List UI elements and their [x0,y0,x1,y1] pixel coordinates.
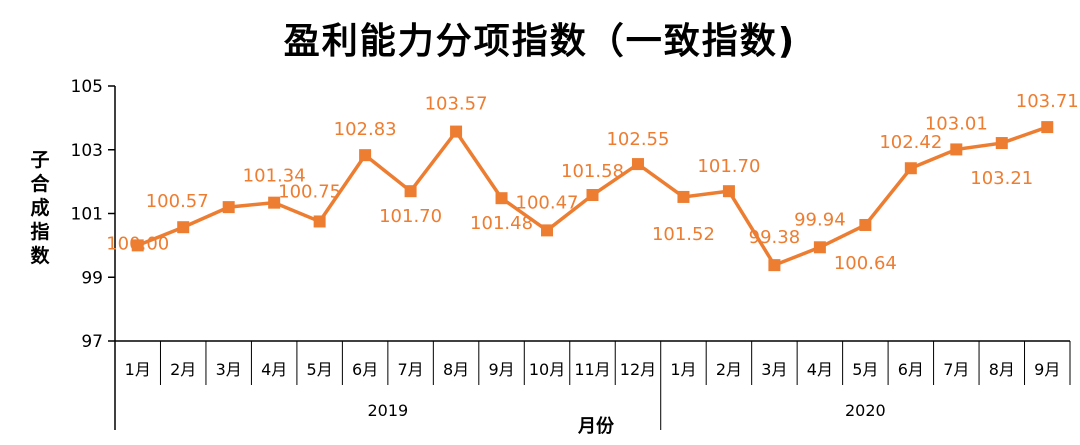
x-tick-label: 8月 [443,360,469,379]
x-tick-label: 8月 [989,360,1015,379]
x-tick-label: 4月 [261,360,287,379]
x-tick-label: 6月 [898,360,924,379]
group-label: 2020 [845,401,886,420]
data-label: 103.71 [1016,91,1079,112]
data-label: 101.58 [561,161,624,182]
group-label: 2019 [367,401,408,420]
y-tick-label: 105 [71,77,103,97]
y-tick-label: 101 [71,205,103,225]
data-label: 101.34 [243,166,306,187]
data-point [631,158,644,171]
y-tick-label: 99 [81,268,103,288]
data-label: 103.21 [970,168,1033,189]
data-label: 101.52 [652,224,715,245]
x-tick-label: 7月 [398,360,424,379]
x-tick-label: 5月 [852,360,878,379]
x-tick-label: 2月 [716,360,742,379]
x-tick-label: 4月 [807,360,833,379]
x-tick-label: 7月 [943,360,969,379]
x-tick-label: 3月 [761,360,787,379]
data-label: 100.00 [106,233,169,254]
data-label: 100.57 [146,191,209,212]
data-label: 103.01 [925,113,988,134]
chart-title: 盈利能力分项指数（一致指数) [283,21,797,62]
data-label: 99.38 [749,227,801,248]
x-tick-label: 5月 [307,360,333,379]
data-label: 102.55 [606,129,669,150]
data-point [495,192,508,205]
x-tick-label: 12月 [620,360,656,379]
data-label: 102.42 [879,132,942,153]
data-point [950,143,963,156]
data-point [722,185,735,198]
x-tick-label: 1月 [670,360,696,379]
data-point [768,259,781,272]
data-label: 100.64 [834,253,897,274]
x-tick-label: 9月 [488,360,514,379]
x-tick-label: 3月 [216,360,242,379]
x-axis-label: 月份 [577,415,615,437]
x-tick-label: 2月 [170,360,196,379]
data-point [541,224,554,237]
y-tick-label: 103 [71,141,103,161]
data-label: 100.47 [516,192,579,213]
data-point [359,149,372,162]
y-tick-label: 97 [81,332,103,352]
x-tick-label: 1月 [125,360,151,379]
data-point [859,218,872,231]
data-point [995,137,1008,150]
data-point [813,241,826,254]
data-label: 99.94 [794,209,846,230]
data-label: 102.83 [334,119,397,140]
data-label: 100.75 [278,181,341,202]
x-tick-label: 10月 [529,360,565,379]
data-point [313,215,326,228]
data-point [677,190,690,203]
data-point [586,189,599,202]
data-point [131,239,144,252]
data-point [268,196,281,209]
data-label: 101.70 [697,156,760,177]
data-point [904,162,917,175]
data-point [450,125,463,138]
data-point [1041,121,1054,134]
x-tick-label: 6月 [352,360,378,379]
data-label: 101.48 [470,213,533,234]
x-tick-label: 9月 [1034,360,1060,379]
y-axis-label: 子合成指数 [30,149,50,267]
x-tick-label: 11月 [574,360,610,379]
data-point [404,185,417,198]
data-label: 101.70 [379,206,442,227]
data-point [177,221,190,234]
data-point [222,201,235,214]
data-label: 103.57 [425,94,488,115]
